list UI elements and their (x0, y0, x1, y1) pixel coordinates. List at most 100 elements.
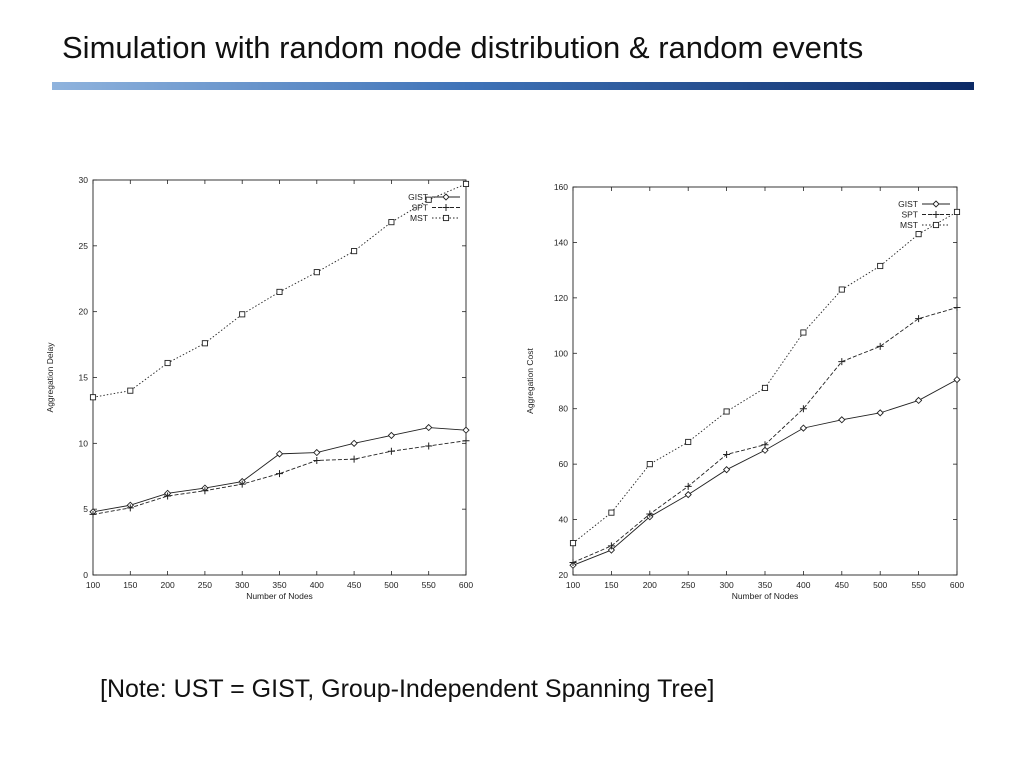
y-tick-label: 30 (79, 175, 89, 185)
data-point-spt (313, 456, 321, 464)
legend-marker (442, 214, 450, 222)
data-point-spt (350, 455, 358, 463)
data-point-gist (684, 490, 692, 499)
plot-frame (92, 179, 467, 576)
y-tick-label: 20 (559, 570, 569, 580)
x-axis-label: Number of Nodes (246, 591, 313, 601)
x-tick-label: 450 (347, 580, 361, 590)
data-point-spt (462, 437, 470, 445)
data-point-mst (646, 461, 653, 468)
data-point-mst (608, 509, 615, 516)
x-tick-label: 350 (758, 580, 772, 590)
y-tick-label: 25 (79, 241, 89, 251)
data-point-mst (164, 359, 171, 367)
y-tick-label: 0 (83, 570, 88, 580)
y-tick-label: 10 (79, 438, 89, 448)
data-point-spt (761, 441, 769, 449)
data-point-mst (425, 196, 432, 203)
data-point-mst (800, 329, 807, 336)
data-point-mst (89, 394, 97, 401)
y-tick-label: 40 (559, 515, 569, 525)
data-point-gist (462, 426, 470, 434)
data-point-mst (276, 288, 283, 295)
data-point-gist (607, 546, 616, 554)
x-tick-label: 200 (643, 580, 657, 590)
data-point-mst (953, 208, 961, 215)
series-line-mst (572, 211, 958, 544)
x-tick-label: 400 (796, 580, 810, 590)
x-tick-label: 250 (681, 580, 695, 590)
x-tick-label: 150 (123, 580, 137, 590)
slide-title: Simulation with random node distribution… (62, 30, 864, 65)
y-tick-label: 80 (559, 404, 569, 414)
data-point-gist (387, 431, 396, 440)
data-point-gist (876, 409, 884, 417)
y-tick-label: 15 (79, 373, 89, 383)
aggregation-delay-chart: 100 150 200 250 300 350 400 450 500 550 600 0 5 10 15 2… (45, 175, 473, 601)
data-point-mst (915, 231, 922, 238)
data-point-gist (350, 439, 358, 447)
data-point-mst (838, 286, 845, 293)
y-tick-label: 140 (554, 237, 568, 247)
data-point-spt (646, 510, 654, 518)
x-tick-label: 550 (912, 580, 926, 590)
data-point-mst (313, 269, 320, 276)
data-point-mst (877, 262, 884, 270)
data-point-mst (351, 248, 358, 255)
legend-label: SPT (901, 210, 918, 220)
x-tick-label: 400 (310, 580, 324, 590)
data-point-spt (238, 480, 246, 488)
data-point-spt (126, 504, 134, 512)
legend-label: SPT (411, 203, 428, 213)
data-point-gist (799, 424, 808, 432)
y-tick-label: 120 (554, 293, 568, 303)
data-point-spt (425, 442, 433, 450)
data-point-mst (388, 219, 395, 226)
data-point-spt (684, 482, 692, 490)
data-point-spt (915, 315, 923, 323)
x-tick-label: 300 (235, 580, 249, 590)
data-point-spt (607, 542, 615, 550)
data-point-mst (569, 540, 577, 547)
data-point-spt (201, 487, 209, 495)
footnote: [Note: UST = GIST, Group-Independent Spa… (100, 675, 715, 703)
x-tick-label: 200 (161, 580, 175, 590)
data-point-gist (838, 416, 846, 424)
x-tick-label: 100 (566, 580, 580, 590)
aggregation-cost-chart: 100 150 200 250 300 350 400 450 500 550 600 20 40 60 8… (525, 182, 964, 601)
data-point-gist (425, 423, 433, 432)
x-tick-label: 450 (835, 580, 849, 590)
data-point-spt (89, 510, 97, 518)
data-point-gist (953, 375, 961, 384)
data-point-mst (761, 384, 769, 391)
data-point-spt (569, 559, 577, 567)
data-point-gist (761, 446, 769, 454)
y-tick-label: 20 (79, 307, 89, 317)
y-tick-label: 160 (554, 182, 568, 192)
data-point-gist (313, 448, 321, 457)
y-tick-label: 100 (554, 348, 568, 358)
y-tick-label: 5 (83, 504, 88, 514)
data-point-mst (127, 387, 134, 394)
x-tick-label: 500 (873, 580, 887, 590)
series-line-spt (572, 307, 958, 563)
x-tick-label: 350 (272, 580, 286, 590)
x-tick-label: 600 (950, 580, 964, 590)
legend-label: MST (900, 220, 918, 230)
data-point-spt (387, 447, 395, 455)
data-point-spt (838, 358, 846, 366)
x-tick-label: 600 (459, 580, 473, 590)
legend-marker (932, 200, 940, 208)
legend-label: GIST (408, 192, 428, 202)
x-tick-label: 550 (422, 580, 436, 590)
x-tick-label: 500 (384, 580, 398, 590)
x-tick-label: 250 (198, 580, 212, 590)
plot-frame (572, 186, 958, 576)
legend-marker (932, 221, 940, 229)
series-line-gist (92, 427, 467, 513)
legend-label: GIST (898, 199, 918, 209)
data-point-mst (462, 180, 470, 188)
data-point-spt (799, 405, 807, 413)
data-point-spt (953, 304, 961, 312)
